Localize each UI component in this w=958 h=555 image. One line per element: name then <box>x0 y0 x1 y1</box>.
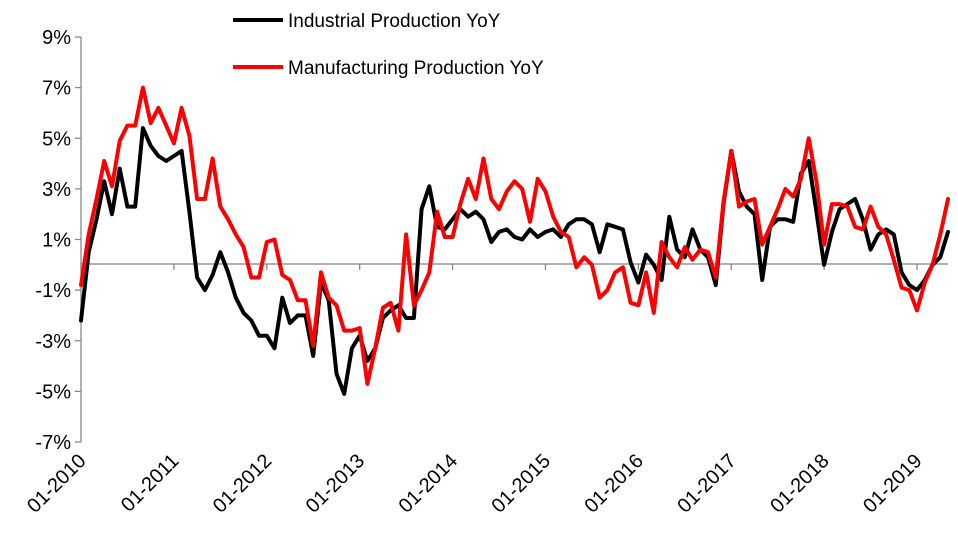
x-tick-label: 01-2019 <box>859 450 926 517</box>
x-tick-label: 01-2014 <box>395 450 462 517</box>
y-tick-label: 3% <box>42 179 71 201</box>
x-tick-label: 01-2018 <box>766 450 833 517</box>
y-tick-label: 9% <box>42 27 71 49</box>
x-tick-label: 01-2013 <box>302 450 369 517</box>
x-tick-label: 01-2010 <box>23 450 90 517</box>
y-tick-label: -5% <box>35 381 71 403</box>
legend-label: Manufacturing Production YoY <box>288 58 544 79</box>
tick-labels: 9% 7% 5% 3% 1% -1% -3% -5% -7%01-2010 01-2011 01-2… <box>23 27 926 517</box>
x-tick-label: 01-2016 <box>580 450 647 517</box>
x-tick-label: 01-2012 <box>209 450 276 517</box>
y-tick-label: 5% <box>42 128 71 150</box>
series-lines <box>79 85 950 396</box>
y-tick-label: -1% <box>35 280 71 302</box>
y-tick-label: 7% <box>42 78 71 100</box>
y-tick-label: 1% <box>42 230 71 252</box>
y-tick-label: -7% <box>35 432 71 454</box>
x-tick-label: 01-2017 <box>673 450 740 517</box>
x-tick-label: 01-2015 <box>488 450 555 517</box>
legend: Industrial Production YoY Manufacturing P… <box>233 11 544 79</box>
axes <box>75 36 948 443</box>
series-line-manufacturing-production <box>79 85 950 386</box>
x-tick-label: 01-2011 <box>117 450 183 516</box>
y-tick-label: -3% <box>35 331 71 353</box>
legend-label: Industrial Production YoY <box>288 11 501 32</box>
